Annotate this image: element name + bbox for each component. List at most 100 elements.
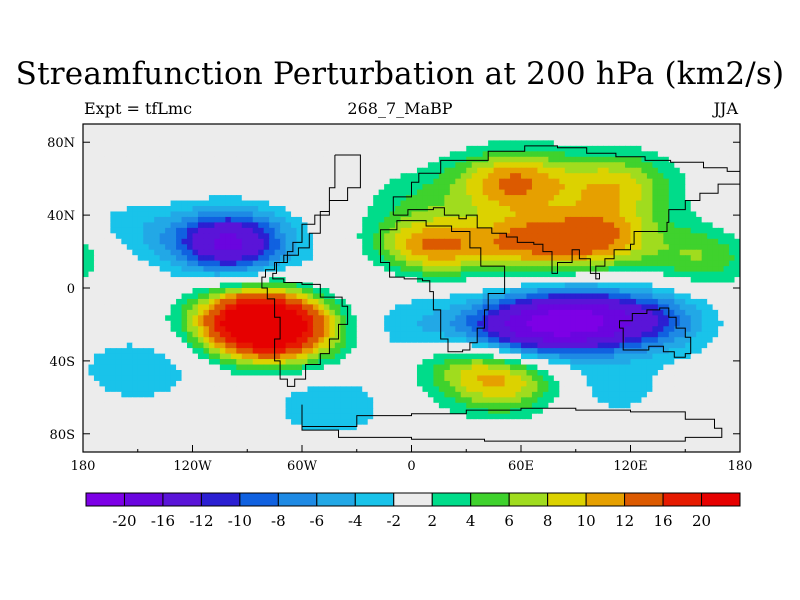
field-cell: [444, 145, 451, 152]
field-cell: [389, 173, 396, 180]
field-cell: [581, 211, 588, 218]
field-cell: [696, 282, 703, 289]
field-cell: [323, 189, 330, 196]
field-cell: [225, 227, 232, 234]
field-cell: [416, 342, 424, 349]
field-cell: [635, 178, 643, 185]
field-cell: [542, 233, 549, 240]
field-cell: [482, 337, 489, 344]
field-cell: [592, 233, 599, 240]
field-cell: [148, 233, 155, 240]
field-cell: [449, 255, 456, 262]
field-cell: [208, 134, 215, 141]
field-cell: [630, 331, 637, 338]
field-cell: [406, 178, 413, 185]
field-cell: [208, 255, 215, 262]
field-cell: [126, 167, 133, 174]
field-cell: [318, 315, 325, 322]
field-cell: [575, 200, 582, 207]
field-cell: [625, 277, 632, 284]
field-cell: [176, 293, 183, 300]
field-cell: [258, 315, 265, 322]
field-cell: [323, 184, 330, 191]
field-cell: [230, 178, 237, 185]
field-cell: [597, 167, 604, 174]
field-cell: [296, 342, 303, 349]
field-cell: [685, 140, 692, 147]
field-cell: [367, 337, 374, 344]
field-cell: [515, 293, 522, 300]
field-cell: [208, 167, 215, 174]
field-cell: [718, 260, 725, 267]
field-cell: [165, 184, 172, 191]
field-cell: [608, 337, 615, 344]
field-cell: [241, 151, 248, 158]
field-cell: [614, 331, 621, 338]
field-cell: [165, 277, 172, 284]
field-cell: [564, 145, 571, 152]
field-cell: [373, 184, 380, 191]
field-cell: [460, 222, 467, 229]
field-cell: [143, 151, 150, 158]
field-cell: [187, 315, 194, 322]
field-cell: [104, 167, 111, 174]
field-cell: [225, 342, 232, 349]
field-cell: [707, 167, 714, 174]
field-cell: [499, 337, 506, 344]
field-cell: [170, 342, 177, 349]
field-cell: [373, 320, 380, 327]
field-cell: [734, 124, 740, 131]
field-cell: [400, 206, 407, 213]
field-cell: [159, 244, 166, 251]
field-cell: [378, 309, 385, 316]
field-cell: [586, 173, 593, 180]
field-cell: [230, 173, 237, 180]
field-cell: [608, 282, 615, 289]
field-cell: [712, 293, 719, 300]
field-cell: [564, 337, 571, 344]
field-cell: [312, 309, 320, 316]
field-cell: [493, 233, 500, 240]
field-cell: [208, 178, 215, 185]
field-cell: [608, 288, 615, 295]
field-cell: [690, 167, 697, 174]
field-cell: [318, 156, 325, 163]
field-cell: [603, 222, 610, 229]
field-cell: [400, 304, 407, 311]
field-cell: [83, 173, 90, 180]
field-cell: [444, 173, 451, 180]
field-cell: [641, 244, 648, 251]
field-cell: [367, 238, 374, 245]
field-cell: [625, 129, 632, 136]
field-cell: [143, 140, 150, 147]
field-cell: [219, 178, 226, 185]
field-cell: [400, 288, 407, 295]
field-cell: [477, 348, 484, 355]
field-cell: [521, 309, 528, 316]
field-cell: [668, 145, 675, 152]
field-cell: [263, 216, 270, 223]
field-cell: [115, 162, 122, 169]
field-cell: [542, 227, 549, 234]
field-cell: [466, 167, 473, 174]
field-cell: [219, 255, 226, 262]
field-cell: [236, 260, 243, 267]
field-cell: [570, 315, 577, 322]
field-cell: [159, 304, 166, 311]
field-cell: [176, 162, 183, 169]
field-cell: [690, 129, 697, 136]
field-cell: [411, 277, 418, 284]
field-cell: [521, 266, 528, 273]
field-cell: [400, 189, 407, 196]
field-cell: [499, 298, 506, 305]
field-cell: [477, 331, 484, 338]
field-cell: [718, 288, 725, 295]
field-cell: [165, 140, 172, 147]
field-cell: [712, 337, 719, 344]
field-cell: [734, 271, 740, 278]
field-cell: [230, 162, 237, 169]
field-cell: [444, 140, 451, 147]
field-cell: [137, 320, 144, 327]
field-cell: [236, 293, 243, 300]
field-cell: [652, 260, 659, 267]
